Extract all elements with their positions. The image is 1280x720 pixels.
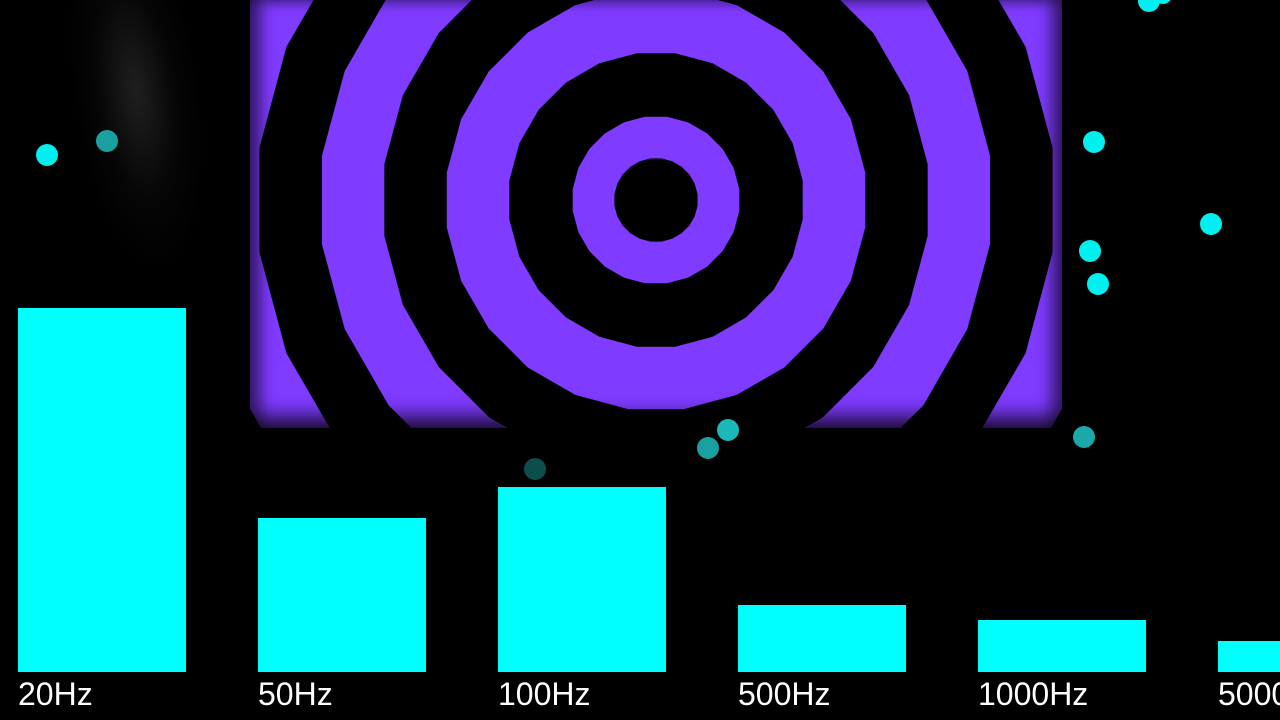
particle: [697, 437, 719, 459]
spectrum-bar-500hz: [738, 605, 906, 672]
particle: [1200, 213, 1222, 235]
spectrum-bar-20hz: [18, 308, 186, 672]
spectrum-bar-label: 50Hz: [258, 676, 333, 712]
spectrum-bar-5000hz: [1218, 641, 1280, 672]
concentric-rings-panel: [250, 0, 1062, 428]
spectrum-bar-label: 20Hz: [18, 676, 93, 712]
particle: [717, 419, 739, 441]
spectrum-bar-50hz: [258, 518, 426, 672]
particle: [1138, 0, 1160, 12]
smoke-effect: [61, 0, 219, 267]
spectrum-bar-label: 100Hz: [498, 676, 591, 712]
spectrum-bar-label: 5000Hz: [1218, 676, 1280, 712]
particle: [1087, 273, 1109, 295]
spectrum-bar-1000hz: [978, 620, 1146, 672]
spectrum-bar-100hz: [498, 487, 666, 672]
particle: [1079, 240, 1101, 262]
particle: [1083, 131, 1105, 153]
particle: [1154, 0, 1172, 4]
spectrum-bar-label: 500Hz: [738, 676, 831, 712]
particle: [1073, 426, 1095, 448]
ring: [614, 158, 698, 242]
particle: [524, 458, 546, 480]
spectrum-bar-label: 1000Hz: [978, 676, 1089, 712]
particle: [36, 144, 58, 166]
particle: [96, 130, 118, 152]
concentric-rings: [250, 0, 1062, 428]
